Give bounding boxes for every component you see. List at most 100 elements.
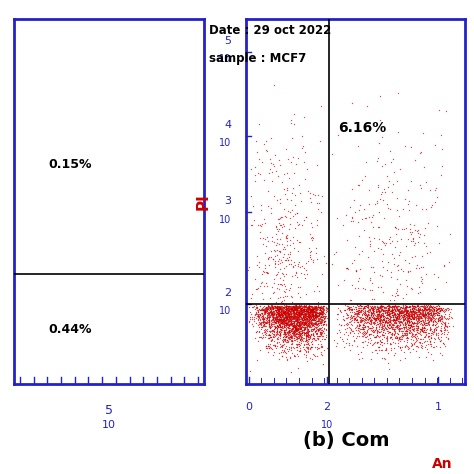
Point xyxy=(275,327,283,335)
Point xyxy=(269,316,276,323)
Point xyxy=(308,321,316,329)
Point xyxy=(290,306,298,314)
Point xyxy=(378,355,386,362)
Point xyxy=(410,234,417,242)
Point xyxy=(291,310,298,318)
Point xyxy=(314,303,322,311)
Point xyxy=(410,302,418,310)
Point xyxy=(300,337,307,345)
Point xyxy=(373,338,381,346)
Point xyxy=(322,326,329,334)
Point xyxy=(388,311,396,319)
Point xyxy=(300,305,307,313)
Point xyxy=(324,304,331,311)
Point xyxy=(288,313,295,321)
Point xyxy=(302,315,310,322)
Point xyxy=(427,326,434,334)
Point xyxy=(380,185,388,192)
Point xyxy=(395,305,402,313)
Point xyxy=(271,82,278,89)
Point xyxy=(295,331,302,338)
Point xyxy=(305,310,312,318)
Point xyxy=(257,201,265,209)
Point xyxy=(280,314,288,321)
Point xyxy=(257,319,265,326)
Point xyxy=(366,318,374,325)
Point xyxy=(374,315,382,322)
Point xyxy=(379,315,386,323)
Point xyxy=(306,312,314,319)
Point xyxy=(261,322,269,330)
Point xyxy=(292,326,300,333)
Point xyxy=(358,325,365,332)
Point xyxy=(392,303,400,310)
Point xyxy=(283,345,291,353)
Point xyxy=(424,340,432,348)
Point xyxy=(418,302,425,310)
Point xyxy=(287,237,294,244)
Point xyxy=(363,302,370,310)
Point xyxy=(287,313,294,321)
Point xyxy=(374,316,382,323)
Point xyxy=(381,319,389,326)
Point xyxy=(409,306,417,314)
Point xyxy=(268,283,276,291)
Point xyxy=(296,319,303,327)
Point xyxy=(309,334,317,342)
Point xyxy=(419,317,426,324)
Point xyxy=(361,302,368,310)
Point xyxy=(403,337,410,344)
Point xyxy=(283,305,291,313)
Point xyxy=(293,310,301,318)
Point xyxy=(413,302,421,310)
Point xyxy=(414,301,421,309)
Point xyxy=(290,308,297,316)
Point xyxy=(287,260,294,267)
Point xyxy=(292,330,300,337)
Point xyxy=(410,310,418,318)
Point xyxy=(313,332,320,340)
Point xyxy=(430,305,438,312)
Point xyxy=(296,310,304,318)
Point xyxy=(282,333,289,341)
Point xyxy=(306,321,313,329)
Point xyxy=(375,139,383,147)
Point xyxy=(395,310,402,317)
Point xyxy=(351,329,358,337)
Point xyxy=(263,342,270,350)
Point xyxy=(300,312,307,320)
Point xyxy=(291,329,298,337)
Point xyxy=(289,309,297,316)
Point xyxy=(403,330,411,337)
Point xyxy=(431,314,438,322)
Point xyxy=(279,299,286,307)
Point xyxy=(424,320,431,328)
Point xyxy=(302,303,310,310)
Point xyxy=(265,314,273,321)
Point xyxy=(278,310,285,317)
Point xyxy=(381,160,388,168)
Point xyxy=(283,313,291,321)
Point xyxy=(290,311,297,319)
Point xyxy=(295,338,303,346)
Point xyxy=(306,305,314,312)
Point xyxy=(264,316,272,323)
Point xyxy=(290,306,297,313)
Point xyxy=(410,308,417,315)
Point xyxy=(429,318,437,325)
Point xyxy=(292,327,300,335)
Point xyxy=(390,296,398,303)
Point xyxy=(292,306,300,314)
Point xyxy=(258,312,265,320)
Point xyxy=(296,306,303,314)
Point xyxy=(273,305,281,312)
Point xyxy=(298,310,305,318)
Point xyxy=(399,327,406,335)
Point xyxy=(309,321,317,328)
Point xyxy=(276,317,283,324)
Point xyxy=(292,323,300,330)
Point xyxy=(273,306,281,313)
Point xyxy=(438,162,446,170)
Point xyxy=(427,311,435,319)
Point xyxy=(297,335,305,343)
